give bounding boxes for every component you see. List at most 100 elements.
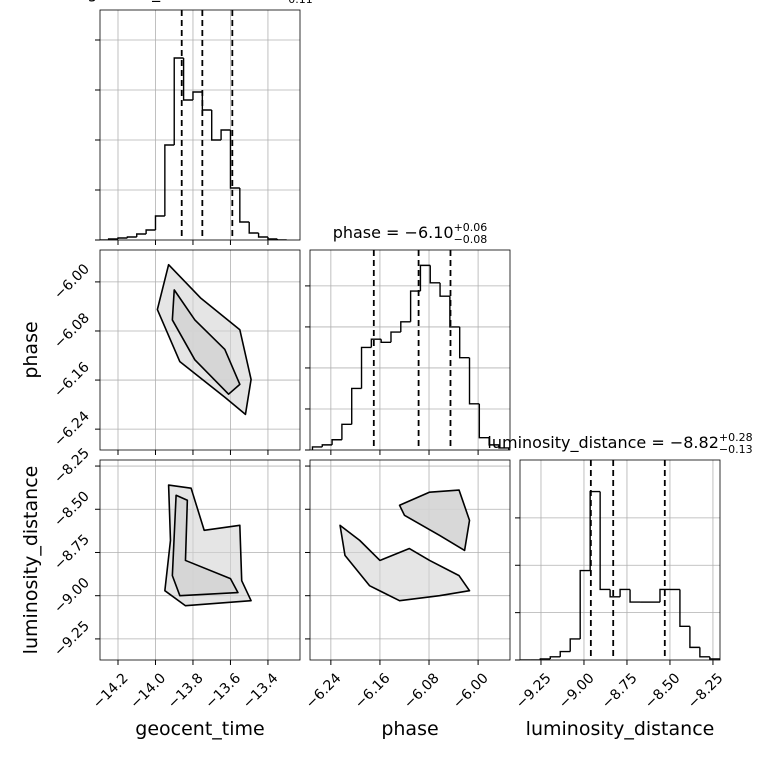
contour [398,489,471,552]
x-tick-label: −14.2 [90,670,132,712]
hist-step [201,92,212,111]
panel-frame [519,459,721,661]
hist-step [699,647,710,658]
title-main: luminosity_distance = −8.82 [487,433,718,453]
hist-step [619,588,631,597]
hist-step [239,188,250,223]
hist-step [164,144,175,216]
hist-step [126,236,137,238]
title-lower: −0.08 [454,233,488,246]
x-tick-label: −6.08 [401,670,443,712]
hist-step [689,626,700,649]
x-tick-label: −9.25 [513,670,555,712]
hist-step [211,110,222,141]
panel-title: phase = −6.10+0.06 −0.08 [333,221,488,246]
x-tick-label: −8.50 [642,670,684,712]
x-tick-label: −13.8 [165,670,207,712]
contour [339,524,471,602]
panel: −14.2−14.0−13.8−13.6−13.4 −9.25−9.00−8.75… [20,445,301,740]
hist-step [409,290,421,322]
hist-step [709,656,720,660]
panel-frame [99,459,301,661]
contour [171,494,239,597]
hist-step [173,57,184,145]
x-tick-label: −8.75 [599,670,641,712]
hist-step [276,239,287,240]
y-tick-label: −6.08 [51,310,93,352]
title-lower: −0.11 [279,0,313,6]
hist-step [117,237,128,239]
hist-step [679,589,690,628]
hist-step [321,444,333,447]
x-axis-label: geocent_time [135,718,264,740]
y-tick-label: −9.25 [51,618,93,660]
hist-step [257,233,268,238]
hist-step [145,229,156,234]
hist-step [136,233,147,237]
x-axis-label: luminosity_distance [526,718,715,740]
panel-title: geocent_time = −13.78+0.14−0.11 [87,0,313,6]
hist-step [154,215,165,230]
hist-step [429,265,441,284]
hist-step [331,439,342,445]
hist-step [468,357,480,405]
hist-step [267,237,278,240]
hist-step [229,130,240,189]
x-tick-label: −13.6 [202,670,244,712]
hist-step [311,446,323,450]
x-tick-label: −6.24 [303,670,345,712]
x-axis-label: phase [381,718,438,740]
title-main: phase = −6.10 [333,223,454,242]
hist-step [182,58,193,101]
panel: −9.25 −9.00 −8.75 −8.50 −8.25 luminosity_dist… [487,431,752,740]
hist-step [439,282,450,297]
hist-step [569,638,581,652]
hist-step [390,331,401,343]
hist-step [458,326,470,359]
x-tick-label: −13.4 [240,670,282,712]
y-axis-label: phase [20,321,42,378]
panel-frame [99,9,301,241]
x-tick-label: −6.00 [450,670,492,712]
y-tick-label: −6.16 [51,359,93,401]
x-tick-label: −6.16 [352,670,394,712]
hist-step [659,588,670,603]
hist-step [351,387,362,425]
title-main: geocent_time = −13.78 [87,0,279,3]
y-tick-label: −8.50 [51,488,93,530]
y-tick-label: −6.24 [51,408,93,450]
hist-step [341,423,352,440]
hist-step [599,491,611,591]
y-tick-label: −8.75 [51,532,93,574]
hist-step [370,338,382,348]
hist-step [400,321,411,333]
hist-step [549,656,561,659]
x-tick-label: −14.0 [127,670,169,712]
histogram [520,490,720,660]
hist-step [360,346,372,389]
title-lower: −0.13 [719,443,753,456]
panel-frame [309,249,511,451]
hist-step [488,437,499,446]
title-upper: +0.06 [454,221,488,234]
hist-step [609,589,621,598]
hist-step [192,91,203,100]
hist-step [220,129,231,140]
x-tick-label: −9.00 [556,670,598,712]
panel: geocent_time = −13.78+0.14−0.11 [87,0,313,245]
panel: phase = −6.10+0.06 −0.08 [305,221,511,455]
hist-step [419,264,431,292]
hist-step [629,589,641,603]
panel-frame [99,249,301,451]
hist-step [579,569,591,639]
histogram [311,264,510,450]
contour [171,289,241,395]
panel-title: luminosity_distance = −8.82+0.28 −0.13 [487,431,752,456]
title-upper: +0.28 [719,431,753,444]
panel: −6.24−6.16−6.08−6.00 phase [303,459,511,740]
panel-frame [309,459,511,661]
hist-step [478,403,490,439]
y-tick-label: −8.25 [51,445,93,487]
